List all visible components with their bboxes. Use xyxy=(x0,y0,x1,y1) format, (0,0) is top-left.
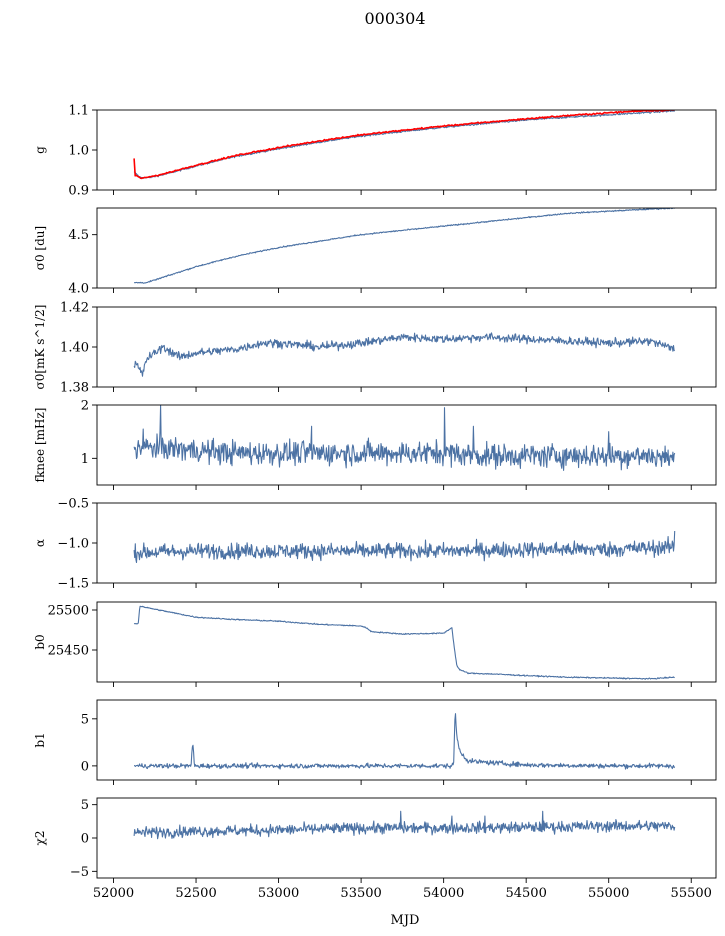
fknee-axes-frame xyxy=(96,404,717,486)
sigma0_du-ylabel: σ0 [du] xyxy=(33,226,47,270)
alpha-ytick-label: −1.5 xyxy=(57,577,89,592)
sigma0_mK-axes-frame xyxy=(96,306,717,388)
g-ytick-label: 1.0 xyxy=(68,144,89,159)
g-ytick-label: 0.9 xyxy=(68,184,89,199)
panels: 0.9 1.0 1.1 g 4.0 4.5 σ0 [du] 1.38 1.40 1.42 σ0[mK… xyxy=(33,104,717,901)
sigma0_du-axes-frame xyxy=(96,207,717,289)
b1-series-0-line xyxy=(134,713,676,770)
xtick-label: 53000 xyxy=(258,886,299,901)
panel-fknee: 1 2 fknee [mHz] xyxy=(33,399,717,490)
chi2-ytick-label: 0 xyxy=(81,832,89,847)
fknee-ylabel: fknee [mHz] xyxy=(33,408,47,483)
fknee-ytick-label: 2 xyxy=(81,399,89,414)
panel-sigma0_du: 4.0 4.5 σ0 [du] xyxy=(33,207,717,297)
b1-ytick-label: 5 xyxy=(81,712,89,727)
xtick-label: 52500 xyxy=(175,886,216,901)
sigma0_mK-ytick-label: 1.40 xyxy=(60,341,89,356)
xtick-label: 55500 xyxy=(671,886,712,901)
fknee-series-0-line xyxy=(133,405,676,471)
b1-axes-frame xyxy=(96,699,717,781)
g-ytick-label: 1.1 xyxy=(68,104,89,119)
alpha-ylabel: α xyxy=(33,539,47,547)
b0-axes-frame xyxy=(96,601,717,683)
g-series-1-line xyxy=(133,110,675,180)
b0-ytick-label: 25500 xyxy=(48,604,89,619)
sigma0_mK-ylabel: σ0[mK s^1/2] xyxy=(33,305,47,390)
alpha-ytick-label: −1.0 xyxy=(57,537,89,552)
chi2-ylabel: χ2 xyxy=(33,831,47,846)
alpha-ytick-label: −0.5 xyxy=(57,497,89,512)
figure-title: 000304 xyxy=(364,9,425,28)
sigma0_mK-series-0-line xyxy=(133,332,676,377)
xtick-label: 55000 xyxy=(588,886,629,901)
panel-b1: 0 5 b1 xyxy=(33,699,717,785)
sigma0_mK-ytick-label: 1.42 xyxy=(60,301,89,316)
x-axis-label: MJD xyxy=(391,913,420,928)
panel-sigma0_mK: 1.38 1.40 1.42 σ0[mK s^1/2] xyxy=(33,301,717,396)
chi2-series-0-line xyxy=(133,810,676,840)
chi2-axes-frame xyxy=(96,797,717,879)
b0-series-0-line xyxy=(133,605,675,680)
b0-ytick-label: 25450 xyxy=(48,644,89,659)
alpha-axes-frame xyxy=(96,502,717,584)
sigma0_du-ytick-label: 4.0 xyxy=(68,282,89,297)
panel-g: 0.9 1.0 1.1 g xyxy=(33,104,717,199)
b0-ylabel: b0 xyxy=(33,634,47,649)
sigma0_mK-ytick-label: 1.38 xyxy=(60,381,89,396)
b1-ylabel: b1 xyxy=(33,732,47,747)
alpha-series-0-line xyxy=(133,530,676,564)
chi2-ytick-label: 5 xyxy=(81,798,89,813)
xtick-label: 53500 xyxy=(340,886,381,901)
sigma0_du-series-0-line xyxy=(134,208,675,284)
xtick-label: 52000 xyxy=(93,886,134,901)
fknee-ytick-label: 1 xyxy=(81,452,89,467)
panel-alpha: −1.5 −1.0 −0.5 α xyxy=(33,497,717,592)
xtick-label: 54500 xyxy=(505,886,546,901)
g-series-0-line xyxy=(133,110,676,179)
chi2-ytick-label: −5 xyxy=(70,865,89,880)
g-axes-frame xyxy=(96,109,717,191)
xtick-label: 54000 xyxy=(423,886,464,901)
sigma0_du-ytick-label: 4.5 xyxy=(68,228,89,243)
panel-chi2: −5 0 5 52000 52500 53000 53500 54000 54500 55000 5… xyxy=(33,797,717,901)
g-ylabel: g xyxy=(33,146,47,154)
b1-ytick-label: 0 xyxy=(81,759,89,774)
